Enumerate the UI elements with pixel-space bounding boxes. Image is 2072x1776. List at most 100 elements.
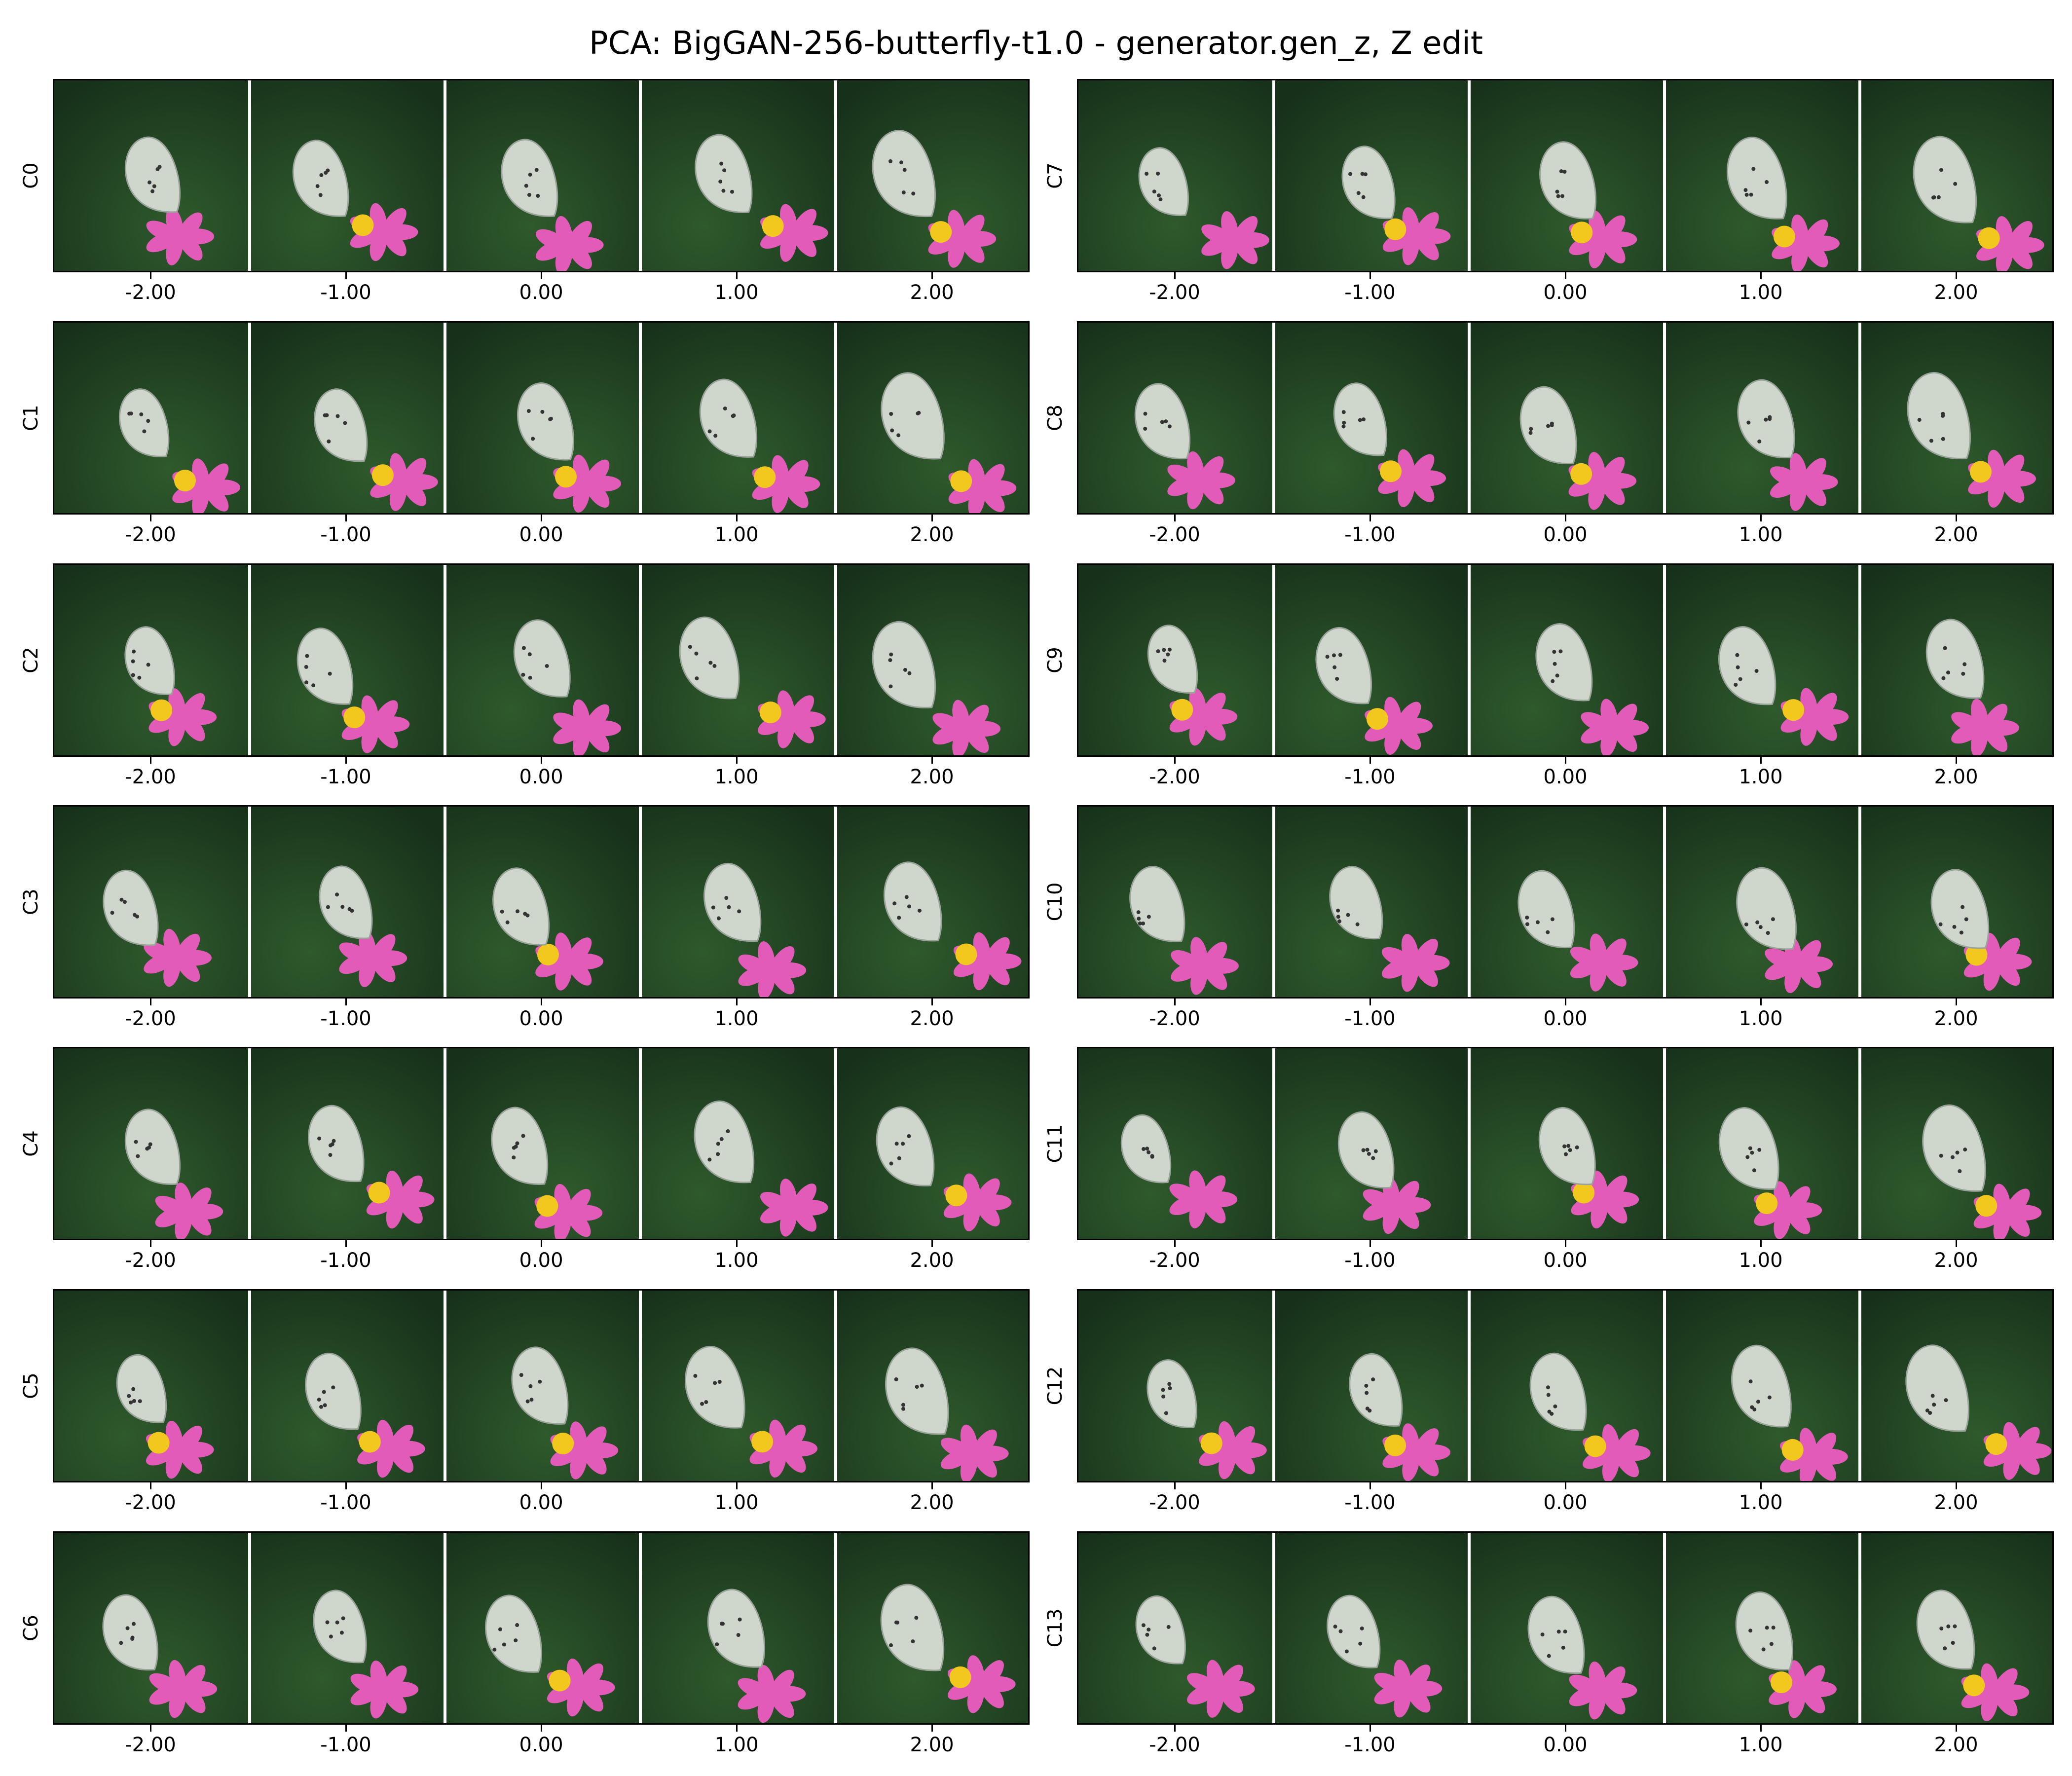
generated-image [1274,1533,1469,1723]
x-tick-mark [1174,1240,1176,1247]
generated-image [1274,80,1469,271]
x-tick-mark [736,1482,738,1489]
flower-cluster [1169,688,1238,746]
image-separator [834,80,837,271]
butterfly-wing [1349,1353,1403,1427]
butterfly-wing [1907,371,1971,459]
generated-image [1274,565,1469,755]
generated-image [1078,565,1274,755]
component-label: C7 [1044,162,1067,189]
generated-image [54,323,250,513]
image-strip-panel [53,1289,1030,1482]
x-tick-label: 0.00 [519,1734,563,1756]
butterfly-wing [885,1347,949,1435]
x-tick-label: 0.00 [519,766,563,788]
image-separator [248,1291,251,1481]
x-tick-mark [1956,272,1957,279]
generated-image [1274,807,1469,997]
x-tick-label: 1.00 [714,281,759,304]
generated-image [836,565,1028,755]
x-tick-label: 2.00 [910,1249,954,1272]
image-separator [639,80,642,271]
generated-image [1860,1048,2052,1239]
x-tick-mark [541,757,542,764]
flower-cluster [1754,1181,1822,1239]
x-tick-mark [150,272,151,279]
flower-cluster [553,699,622,755]
generated-image [1665,1291,1860,1481]
component-label: C5 [20,1372,42,1399]
generated-image [54,1048,250,1239]
x-tick-label: -2.00 [1149,1734,1200,1756]
butterfly-wing [1727,136,1787,220]
x-tick-label: -1.00 [320,1007,371,1030]
generated-image [1469,565,1665,755]
x-tick-label: 2.00 [910,1734,954,1756]
flower-cluster [1374,1660,1443,1718]
generated-image [1665,807,1860,997]
x-tick-label: 1.00 [1739,1491,1783,1514]
generated-image [836,807,1028,997]
butterfly-wing [881,372,945,460]
flower-cluster [928,210,997,268]
flower-cluster [534,1184,603,1239]
component-label: C9 [1044,647,1067,673]
flower-cluster [1770,453,1838,511]
flower-cluster [738,1665,806,1723]
generated-image [445,807,640,997]
image-separator [248,807,251,997]
image-separator [444,80,446,271]
generated-image [1665,1048,1860,1239]
generated-image [640,565,836,755]
x-tick-mark [541,272,542,279]
generated-image [445,1291,640,1481]
x-tick-label: 2.00 [1934,766,1978,788]
x-tick-mark [1565,1725,1566,1732]
generated-image [445,323,640,513]
flower-cluster [943,1173,1012,1231]
image-separator [834,807,837,997]
flower-cluster [1365,697,1433,755]
image-separator [1663,1048,1666,1239]
x-tick-label: -2.00 [1149,1249,1200,1272]
butterfly-wing [511,1346,569,1425]
flower-cluster [535,216,604,271]
generated-image [1078,1048,1274,1239]
generated-image [1665,565,1860,755]
butterfly-wing [703,862,762,942]
flower-cluster [1963,932,2032,991]
butterfly-wing [1135,1595,1186,1665]
x-tick-label: 2.00 [1934,281,1978,304]
flower-cluster [749,1419,818,1478]
generated-image [1274,1291,1469,1481]
flower-cluster [1571,1170,1639,1229]
x-tick-mark [541,999,542,1005]
generated-image [1078,323,1274,513]
x-tick-mark [541,1482,542,1489]
x-tick-mark [931,272,933,279]
x-tick-label: 0.00 [1543,281,1588,304]
x-tick-mark [345,757,347,764]
generated-image [250,1291,445,1481]
flower-cluster [146,207,215,265]
butterfly-wing [102,1594,158,1670]
butterfly-wing [1147,1359,1197,1428]
x-tick-mark [736,1725,738,1732]
x-tick-mark [345,515,347,521]
image-separator [1858,1291,1861,1481]
x-tick-label: 2.00 [910,1007,954,1030]
butterfly-wing [307,1105,365,1182]
generated-image [250,80,445,271]
flower-cluster [148,688,217,746]
image-separator [248,80,251,271]
figure-title: PCA: BigGAN-256-butterfly-t1.0 - generat… [589,25,1483,62]
flower-cluster [1171,937,1239,995]
generated-image [1469,1533,1665,1723]
butterfly-wing [1735,1591,1793,1670]
x-tick-mark [150,999,151,1005]
flower-cluster [553,454,622,513]
x-tick-mark [1760,1240,1762,1247]
generated-image [54,1291,250,1481]
flower-cluster [752,455,820,513]
image-separator [1663,565,1666,755]
